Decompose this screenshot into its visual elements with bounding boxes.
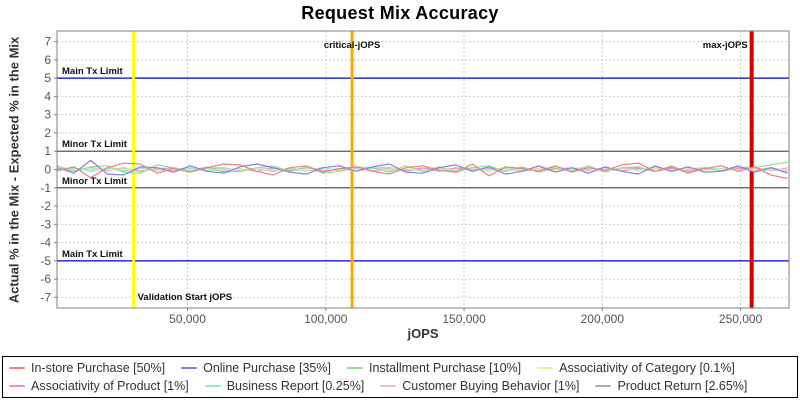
legend-swatch	[595, 385, 612, 388]
annotation-label: Minor Tx Limit	[62, 139, 128, 150]
legend-item: Associativity of Product [1%]	[9, 379, 189, 393]
y-tick-label: 1	[44, 144, 51, 158]
legend-swatch	[9, 385, 25, 388]
x-tick-label: 250,000	[719, 312, 763, 326]
annotation-label: max-jOPS	[703, 40, 748, 51]
legend-item: Customer Buying Behavior [1%]	[380, 379, 579, 393]
legend-item: Product Return [2.65%]	[595, 379, 747, 393]
legend-item-label: Business Report [0.25%]	[226, 379, 365, 394]
y-tick-label: -2	[40, 199, 51, 213]
legend-swatch	[181, 366, 198, 369]
legend-item-label: Installment Purchase [10%]	[368, 360, 522, 375]
y-tick-label: -1	[40, 181, 51, 195]
legend-item-label: Product Return [2.65%]	[617, 379, 748, 394]
y-tick-label: -6	[40, 272, 51, 286]
annotation-label: Minor Tx Limit	[62, 176, 128, 187]
y-tick-label: 7	[44, 35, 51, 49]
legend-swatch	[537, 366, 554, 369]
plot-border	[56, 30, 790, 309]
annotation-label: Validation Start jOPS	[138, 292, 233, 303]
legend-item: Installment Purchase [10%]	[346, 360, 522, 375]
y-tick-label: 4	[44, 89, 51, 103]
y-tick-label: -3	[40, 217, 51, 231]
y-tick-label: -4	[40, 236, 51, 250]
legend-row: In-store Purchase [50%] Online Purchase […	[9, 359, 791, 377]
legend-item-label: Customer Buying Behavior [1%]	[402, 379, 580, 394]
y-tick-label: 5	[44, 71, 51, 85]
x-tick-label: 200,000	[581, 312, 625, 326]
series-line-1	[57, 162, 788, 180]
legend-swatch	[346, 366, 363, 369]
legend-item: In-store Purchase [50%]	[9, 361, 165, 375]
legend-row: Associativity of Product [1%] Business Re…	[9, 378, 791, 396]
legend: In-store Purchase [50%] Online Purchase […	[2, 356, 798, 398]
legend-swatch	[204, 385, 221, 388]
x-tick-label: 150,000	[442, 312, 486, 326]
annotation-label: Main Tx Limit	[62, 249, 124, 260]
y-tick-label: -5	[40, 254, 51, 268]
legend-item: Associativity of Category [0.1%]	[537, 361, 735, 375]
series-line-3	[57, 161, 788, 174]
legend-item: Online Purchase [35%]	[181, 361, 331, 375]
chart-title: Request Mix Accuracy	[301, 3, 499, 23]
y-tick-label: -7	[40, 290, 51, 304]
y-tick-label: 2	[44, 126, 51, 140]
legend-item-label: In-store Purchase [50%]	[31, 360, 166, 375]
annotation-label: critical-jOPS	[324, 40, 381, 51]
legend-item-label: Associativity of Product [1%]	[31, 379, 189, 394]
plot-area: -7 -6 -5 -4 -3 -2 -1 0 1 2 3 4 5 6 7 50,000 100,000 150,0…	[40, 30, 790, 326]
legend-item-label: Online Purchase [35%]	[203, 360, 331, 375]
legend-item-label: Associativity of Category [0.1%]	[559, 360, 735, 375]
legend-item: Business Report [0.25%]	[204, 379, 365, 394]
y-tick-label: 6	[44, 53, 51, 67]
x-axis-title: jOPS	[407, 326, 439, 341]
y-tick-label: 3	[44, 108, 51, 122]
legend-swatch	[9, 366, 25, 369]
x-tick-label: 100,000	[304, 312, 348, 326]
annotation-label: Main Tx Limit	[62, 66, 124, 77]
x-tick-label: 50,000	[169, 312, 206, 326]
y-tick-label: 0	[44, 163, 51, 177]
legend-swatch	[380, 385, 397, 388]
